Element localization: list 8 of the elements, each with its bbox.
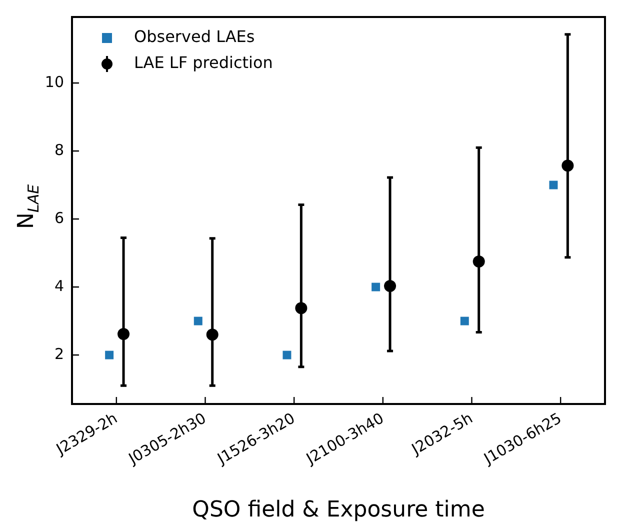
legend-label: Observed LAEs bbox=[134, 27, 255, 46]
legend-label: LAE LF prediction bbox=[134, 53, 273, 72]
y-tick-label: 6 bbox=[54, 208, 64, 227]
y-tick-label: 8 bbox=[54, 140, 64, 159]
y-tick-label: 2 bbox=[54, 344, 64, 363]
y-tick-label: 4 bbox=[54, 276, 64, 295]
x-axis-title: QSO field & Exposure time bbox=[192, 498, 485, 523]
y-tick-label: 10 bbox=[44, 72, 64, 91]
